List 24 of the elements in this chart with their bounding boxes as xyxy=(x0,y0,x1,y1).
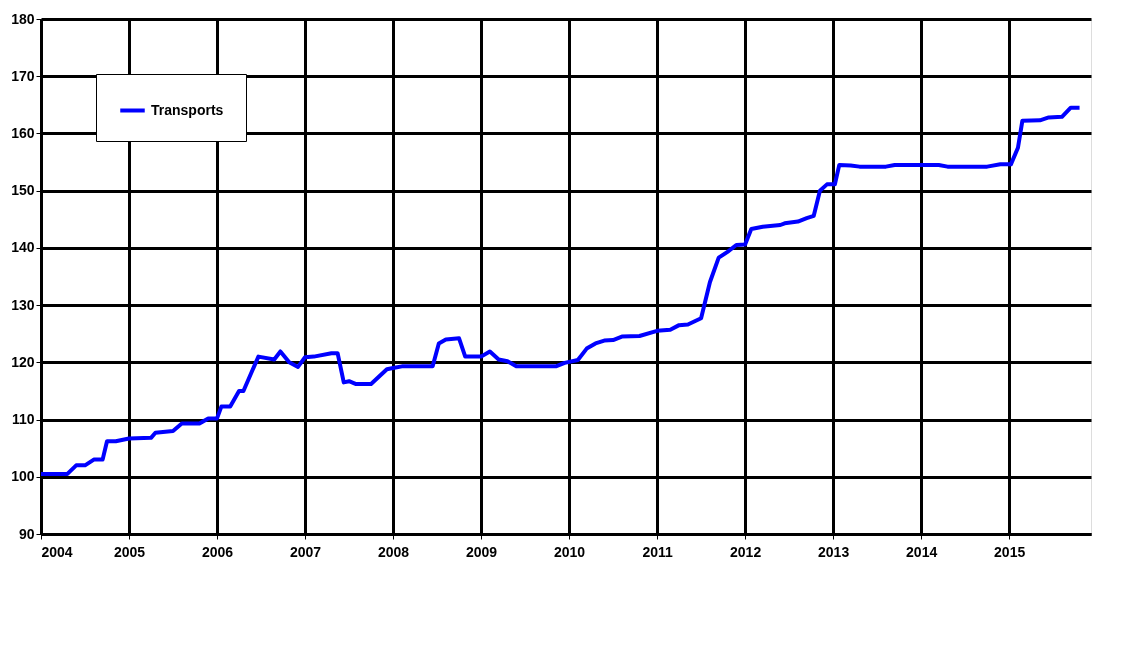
line-series xyxy=(39,105,1082,476)
y-tick-label: 130 xyxy=(11,296,35,313)
y-tick-label: 180 xyxy=(11,10,35,27)
y-tick-label: 170 xyxy=(11,67,35,84)
x-tick-label: 2011 xyxy=(642,543,673,560)
legend-label: Transports xyxy=(151,101,224,118)
y-tick-label: 160 xyxy=(11,124,35,141)
x-tick-label: 2012 xyxy=(730,543,762,560)
y-tick-label: 120 xyxy=(11,353,35,370)
x-tick-label: 2004 xyxy=(41,543,73,560)
x-tick-label: 2008 xyxy=(377,543,410,560)
y-tick-label: 90 xyxy=(18,525,35,542)
y-tick-label: 140 xyxy=(11,239,35,256)
x-tick-label: 2009 xyxy=(465,543,498,560)
y-tick-label: 150 xyxy=(11,182,35,199)
y-tick-label: 100 xyxy=(11,468,35,485)
x-tick-label: 2013 xyxy=(818,543,850,560)
x-tick-label: 2005 xyxy=(113,543,146,560)
x-tick-label: 2014 xyxy=(906,543,938,560)
y-tick-label: 110 xyxy=(11,411,35,428)
x-tick-label: 2015 xyxy=(994,543,1026,560)
x-tick-label: 2007 xyxy=(289,543,322,560)
x-tick-label: 2010 xyxy=(554,543,586,560)
x-tick-label: 2006 xyxy=(201,543,234,560)
